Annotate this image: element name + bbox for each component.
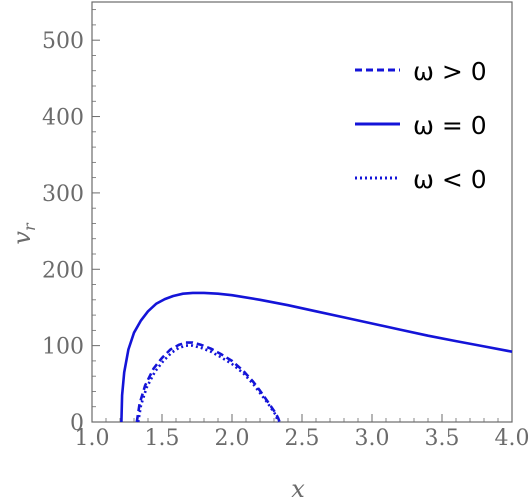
- y-tick-label: 200: [42, 258, 84, 283]
- y-axis-label-main: v: [8, 231, 36, 245]
- x-tick-label: 1.5: [145, 426, 180, 451]
- legend-label-negative: ω < 0: [413, 165, 487, 194]
- legend-label-zero: ω = 0: [413, 111, 487, 140]
- y-tick-label: 400: [42, 106, 84, 131]
- y-tick-label: 500: [42, 29, 84, 54]
- legend: ω > 0 ω = 0 ω < 0: [355, 57, 487, 194]
- y-tick-label: 100: [42, 335, 84, 360]
- y-axis-label: vr: [8, 222, 39, 245]
- series-line-dashed: [135, 341, 281, 423]
- x-axis-label: x: [291, 475, 305, 503]
- x-tick-label: 3.0: [355, 426, 390, 451]
- y-tick-label: 300: [42, 182, 84, 207]
- x-tick-label: 2.5: [285, 426, 320, 451]
- series-line-dotted: [136, 344, 280, 423]
- x-tick-label: 1.0: [75, 426, 110, 451]
- y-axis-label-subscript: r: [20, 222, 39, 231]
- y-tick-label: 0: [70, 411, 84, 436]
- x-tick-label: 2.0: [215, 426, 250, 451]
- legend-label-positive: ω > 0: [413, 57, 487, 86]
- series-line-solid: [120, 291, 513, 423]
- x-tick-label: 4.0: [495, 426, 530, 451]
- x-tick-label: 3.5: [425, 426, 460, 451]
